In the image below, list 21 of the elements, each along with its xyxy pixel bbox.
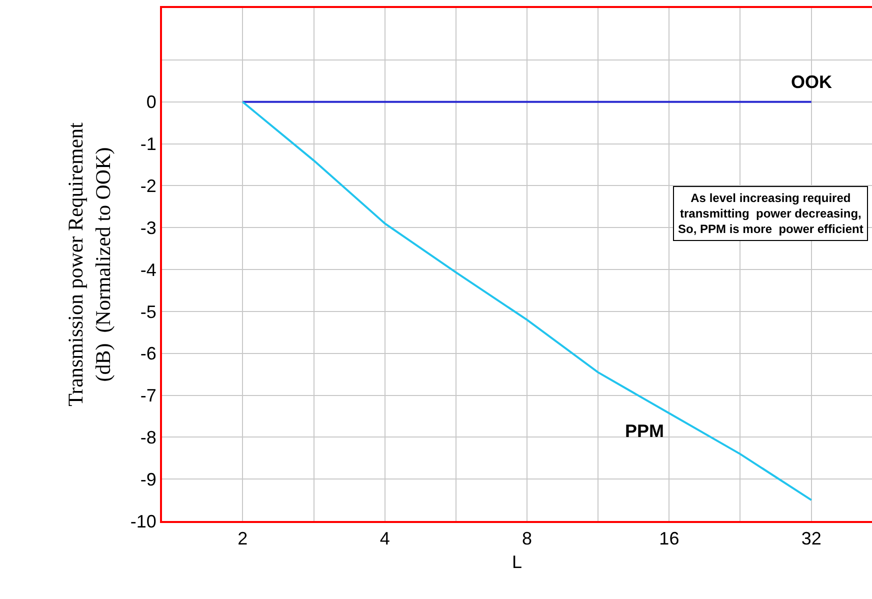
y-tick-label: -8 xyxy=(140,427,156,448)
x-tick-label: 2 xyxy=(238,528,248,549)
y-tick-label: 0 xyxy=(146,92,156,112)
y-tick-label: -6 xyxy=(140,344,156,364)
y-tick-label: -9 xyxy=(140,469,156,490)
x-tick-label: 4 xyxy=(380,528,390,549)
x-tick-label: 32 xyxy=(801,528,822,549)
y-tick-label: -1 xyxy=(140,134,156,154)
x-axis-title: L xyxy=(512,552,522,572)
x-tick-label: 8 xyxy=(522,528,532,549)
y-tick-label: -5 xyxy=(140,302,156,322)
y-tick-label: -2 xyxy=(140,176,156,196)
series-label: OOK xyxy=(791,72,832,92)
annotation: As level increasing required transmitting power decreasing, So, PPM is more power efficient xyxy=(678,191,864,236)
y-tick-label: -4 xyxy=(140,260,156,280)
y-axis-title: Transmission power Requirement (dB) (Normalized to OOK) xyxy=(64,122,116,406)
y-tick-label: -3 xyxy=(140,218,156,238)
y-tick-label: -10 xyxy=(130,511,156,532)
y-tick-label: -7 xyxy=(140,386,156,406)
series-label: PPM xyxy=(625,421,664,441)
x-tick-label: 16 xyxy=(659,528,680,549)
